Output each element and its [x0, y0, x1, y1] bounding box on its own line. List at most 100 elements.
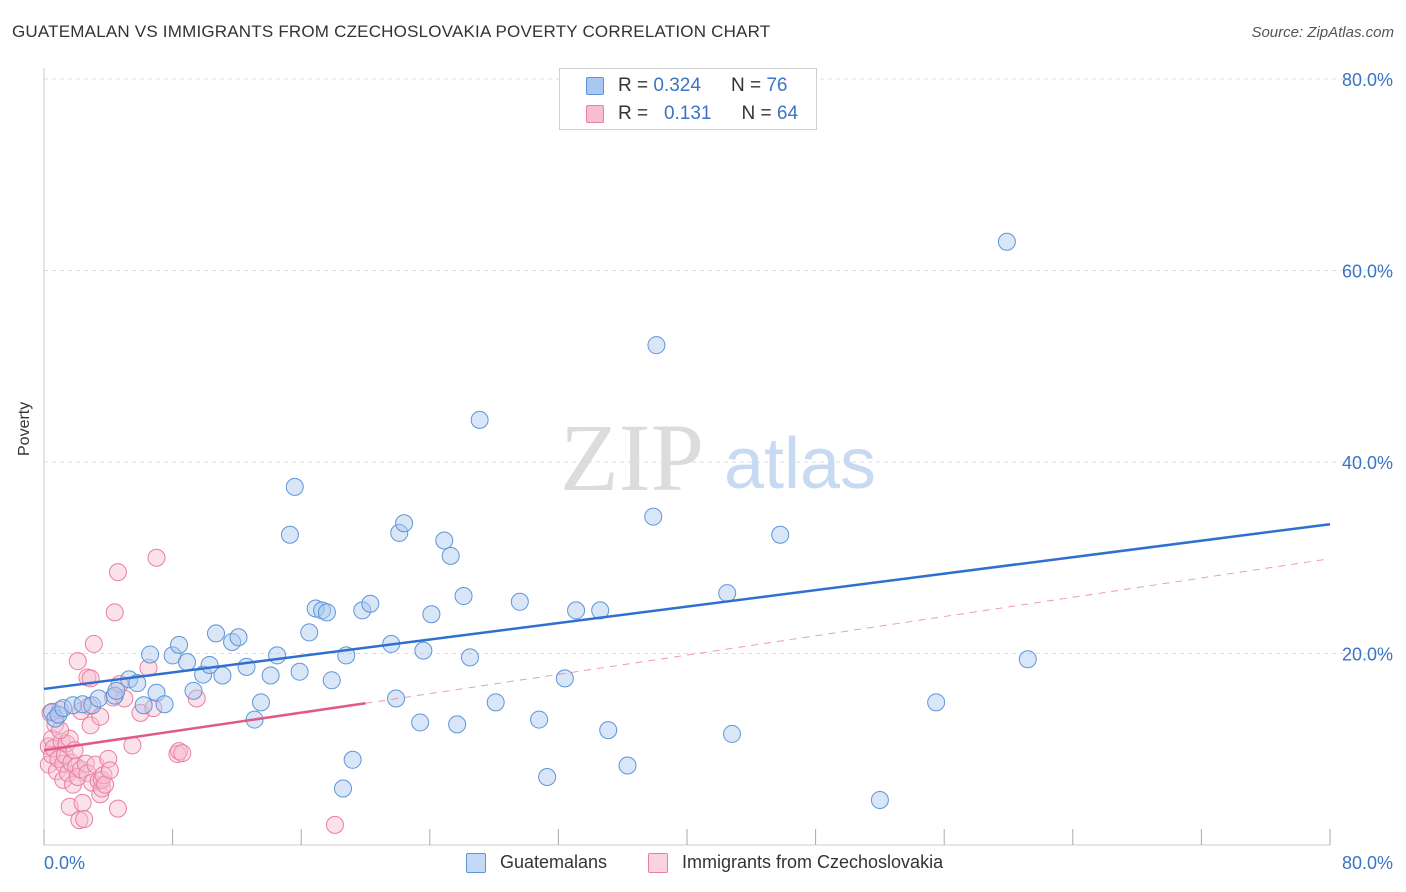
point-czechoslovakia	[108, 563, 127, 582]
point-guatemalans	[567, 601, 586, 620]
point-czechoslovakia	[108, 799, 127, 818]
point-guatemalans	[128, 674, 147, 693]
point-guatemalans	[300, 623, 319, 642]
point-guatemalans	[395, 514, 414, 533]
point-guatemalans	[63, 696, 82, 715]
chart-title: GUATEMALAN VS IMMIGRANTS FROM CZECHOSLOV…	[12, 22, 771, 41]
legend-r-label: R =	[618, 75, 649, 96]
point-guatemalans	[718, 584, 737, 603]
point-guatemalans	[261, 666, 280, 685]
point-guatemalans	[343, 750, 362, 769]
legend-item-guatemalans: Guatemalans	[466, 852, 607, 873]
legend-n-value: 64	[776, 103, 799, 124]
point-guatemalans	[771, 525, 790, 544]
legend-r-value: 0.324	[653, 75, 701, 96]
x-tick-label-min: 0.0%	[44, 853, 85, 873]
point-czechoslovakia	[100, 761, 119, 780]
point-czechoslovakia	[75, 810, 94, 829]
point-guatemalans	[333, 779, 352, 798]
point-czechoslovakia	[84, 634, 103, 653]
legend-swatch-blue	[586, 77, 604, 95]
point-guatemalans	[441, 546, 460, 565]
point-guatemalans	[997, 232, 1016, 251]
point-guatemalans	[460, 648, 479, 667]
point-guatemalans	[229, 628, 248, 647]
point-guatemalans	[361, 594, 380, 613]
trend-line-czechoslovakia	[43, 702, 366, 752]
legend-item-czechoslovakia: Immigrants from Czechoslovakia	[648, 852, 943, 873]
series-guatemalans-points	[43, 232, 1037, 809]
point-guatemalans	[435, 531, 454, 550]
grid-lines	[44, 78, 1392, 654]
point-guatemalans	[322, 671, 341, 690]
point-czechoslovakia	[73, 793, 92, 812]
point-guatemalans	[927, 693, 946, 712]
legend-label-guatemalans: Guatemalans	[500, 852, 608, 872]
point-guatemalans	[252, 693, 271, 712]
trend-lines	[43, 522, 1331, 752]
legend-swatch-blue	[466, 852, 486, 873]
legend-row-czechoslovakia: R = 0.131 N = 64	[586, 100, 798, 128]
point-guatemalans	[178, 653, 197, 672]
y-tick-label: 60.0%	[1342, 262, 1393, 282]
point-guatemalans	[213, 666, 232, 685]
point-guatemalans	[422, 605, 441, 624]
point-guatemalans	[280, 525, 299, 544]
point-guatemalans	[317, 603, 336, 622]
point-czechoslovakia	[173, 744, 192, 763]
point-guatemalans	[454, 587, 473, 606]
point-guatemalans	[268, 646, 287, 665]
point-guatemalans	[618, 756, 637, 775]
point-guatemalans	[1018, 650, 1037, 669]
point-czechoslovakia	[123, 736, 142, 755]
point-guatemalans	[448, 715, 467, 734]
point-czechoslovakia	[147, 548, 166, 567]
point-guatemalans	[141, 645, 160, 664]
point-guatemalans	[306, 599, 325, 618]
watermark: ZIP atlas	[560, 404, 876, 511]
legend-row-guatemalans: R = 0.324 N = 76	[586, 72, 787, 100]
point-guatemalans	[134, 696, 153, 715]
point-guatemalans	[285, 477, 304, 496]
point-guatemalans	[486, 693, 505, 712]
point-guatemalans	[599, 721, 618, 740]
point-guatemalans	[470, 410, 489, 429]
point-guatemalans	[870, 790, 889, 809]
point-czechoslovakia	[76, 754, 95, 773]
source-label: Source: ZipAtlas.com	[1251, 24, 1394, 41]
point-czechoslovakia	[68, 652, 87, 671]
point-guatemalans	[390, 523, 409, 542]
correlation-legend: R = 0.324 N = 76 R = 0.131 N = 64	[559, 68, 817, 130]
legend-swatch-pink	[648, 852, 668, 873]
point-guatemalans	[647, 336, 666, 355]
point-guatemalans	[89, 689, 108, 708]
point-guatemalans	[155, 695, 174, 714]
point-guatemalans	[107, 681, 126, 700]
legend-r-value: 0.131	[663, 103, 712, 124]
point-guatemalans	[411, 713, 430, 732]
point-czechoslovakia	[325, 815, 344, 834]
point-czechoslovakia	[99, 749, 118, 768]
legend-r-label: R =	[618, 103, 649, 124]
point-guatemalans	[170, 635, 189, 654]
point-guatemalans	[530, 710, 549, 729]
point-guatemalans	[538, 768, 557, 787]
series-legend: Guatemalans Immigrants from Czechoslovak…	[0, 852, 1406, 876]
point-guatemalans	[237, 657, 256, 676]
legend-n-value: 76	[766, 75, 788, 96]
legend-n-label: N =	[741, 103, 772, 124]
legend-swatch-pink	[586, 105, 604, 123]
watermark-atlas: atlas	[724, 424, 876, 504]
point-guatemalans	[510, 592, 529, 611]
tick-labels: 20.0% 40.0% 60.0% 80.0% 0.0% 80.0%	[44, 70, 1393, 873]
x-tick-label-max: 80.0%	[1342, 853, 1393, 873]
y-tick-label: 20.0%	[1342, 645, 1393, 665]
watermark-zip: ZIP	[560, 404, 704, 511]
point-czechoslovakia	[51, 721, 70, 740]
point-guatemalans	[723, 724, 742, 743]
point-guatemalans	[73, 695, 92, 714]
point-guatemalans	[83, 696, 102, 715]
point-guatemalans	[184, 681, 203, 700]
point-guatemalans	[290, 662, 309, 681]
